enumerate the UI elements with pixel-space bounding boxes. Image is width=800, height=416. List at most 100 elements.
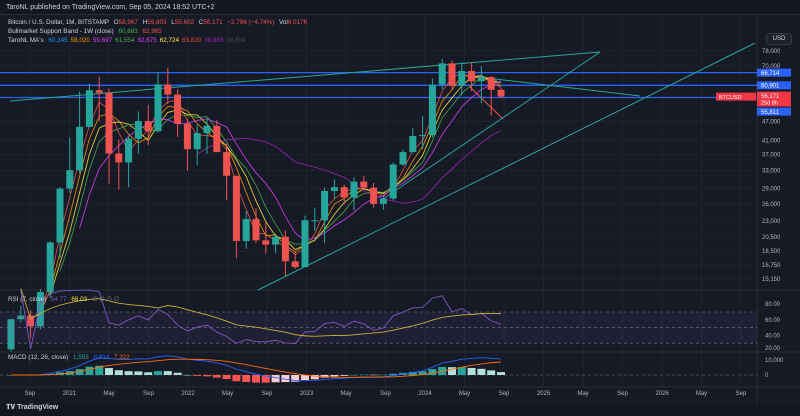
- moving-average-line: [79, 80, 502, 241]
- chart-area[interactable]: Sep 2021 May Sep 2022 May Sep 2023 May Sep 2024 May…: [0, 14, 800, 405]
- rsi-title: RSI (7, close): [8, 296, 47, 303]
- candle-body: [350, 181, 358, 198]
- signal-line: [10, 358, 502, 378]
- macd-histogram-bar: [105, 368, 113, 375]
- macd-histogram-bar: [428, 369, 437, 375]
- macd-histogram-bar: [203, 375, 211, 377]
- macd-histogram-bar: [114, 370, 123, 375]
- rsi-legend: RSI (7, close) 54.77 68.03 ∅ ∅ ∅ ∅: [8, 296, 122, 303]
- macd-histogram-bar: [232, 375, 241, 382]
- macd-histogram-bar: [7, 375, 15, 376]
- time-tick: May: [222, 391, 233, 397]
- price-tick: 23,000: [762, 219, 781, 225]
- macd-histogram-bar: [183, 374, 192, 376]
- candle-body: [144, 121, 152, 132]
- candle-body: [232, 175, 240, 242]
- candle-body: [379, 198, 387, 204]
- price-tick: 78,000: [762, 49, 781, 55]
- l-label: L: [171, 19, 175, 26]
- macd-histogram-bar: [359, 374, 368, 376]
- tradingview-logo[interactable]: 𝐓𝐕 TradingView: [6, 404, 58, 412]
- macd-histogram-bar: [242, 375, 251, 382]
- candle-body: [85, 90, 93, 127]
- candle-body: [419, 135, 427, 137]
- macd-histogram-bar: [193, 375, 202, 376]
- o-label: O: [113, 19, 119, 26]
- macd-hist-value: 1,593: [72, 354, 89, 361]
- rsi-tick: 60.00: [765, 318, 781, 324]
- macd-histogram-bar: [389, 373, 398, 375]
- macd-histogram-bar: [173, 372, 182, 375]
- candle-body: [448, 63, 456, 86]
- macd-histogram-bar: [457, 367, 466, 375]
- candle-body: [360, 181, 368, 188]
- ma-title: TaroNL MA's: [8, 37, 44, 44]
- candle-body: [66, 170, 74, 189]
- band-legend: Bullmarket Support Band - 1W (close) 60,…: [8, 28, 165, 35]
- macd-histogram-bar: [487, 370, 496, 375]
- trendline: [379, 51, 601, 202]
- trendline: [257, 42, 756, 291]
- currency-button[interactable]: USD: [766, 33, 792, 45]
- macd-histogram-bar: [369, 374, 378, 376]
- moving-average-line: [59, 76, 502, 272]
- macd-histogram-bar: [281, 375, 290, 383]
- h-label: H: [142, 19, 148, 26]
- ma-legend: TaroNL MA's 60,145 58,020 59,697 61,554 62,6…: [8, 37, 249, 44]
- candle-body: [46, 242, 54, 292]
- open-value: 58,967: [118, 19, 138, 26]
- time-tick: May: [696, 391, 707, 397]
- band-value-2: 62,965: [142, 28, 162, 35]
- publish-info: TaroNL published on TradingView.com, Sep…: [6, 4, 215, 11]
- candle-body: [183, 123, 191, 150]
- chart-canvas[interactable]: Sep 2021 May Sep 2022 May Sep 2023 May Sep 2024 May…: [0, 15, 800, 405]
- candle-body: [105, 92, 113, 154]
- time-tick: Sep: [380, 391, 391, 397]
- ma-value: 61,554: [115, 37, 135, 44]
- candle-body: [252, 219, 260, 241]
- candle-body: [291, 261, 299, 268]
- macd-tick: 0: [765, 373, 769, 379]
- rsi-ma-value: 68.03: [71, 296, 88, 303]
- candle-body: [36, 291, 44, 327]
- macd-histogram-bar: [134, 371, 143, 375]
- candle-body: [497, 89, 505, 97]
- time-tick: Sep: [143, 391, 154, 397]
- ma-value: 63,820: [181, 37, 202, 44]
- candle-body: [301, 220, 309, 268]
- last-price-label: [757, 91, 791, 107]
- candle-body: [262, 240, 270, 245]
- price-tick: 70,000: [762, 64, 781, 70]
- candle-body: [134, 121, 142, 139]
- candle-body: [330, 187, 338, 192]
- trendline: [9, 51, 601, 102]
- time-tick: Sep: [499, 391, 510, 397]
- time-tick: 2024: [418, 391, 432, 397]
- price-tick: 29,000: [762, 187, 781, 193]
- ma-value: 58,020: [70, 37, 90, 44]
- candle-body: [193, 133, 201, 150]
- rsi-empty-values: ∅ ∅ ∅ ∅: [91, 296, 120, 303]
- time-tick: 2022: [181, 391, 195, 397]
- time-tick: May: [577, 391, 588, 397]
- candle-body: [242, 219, 250, 242]
- macd-histogram-bar: [212, 375, 221, 378]
- level-label-text: 60,901: [761, 84, 780, 90]
- macd-histogram-bar: [75, 369, 84, 375]
- time-tick: 2023: [300, 391, 314, 397]
- candle-body: [56, 188, 64, 243]
- macd-title: MACD (12, 26, close): [8, 354, 69, 361]
- rsi-tick: 20.00: [765, 346, 781, 352]
- macd-histogram-bar: [301, 375, 309, 381]
- macd-tick: 10,000: [765, 358, 784, 364]
- candle-body: [281, 236, 289, 262]
- ma-value: 59,697: [92, 37, 113, 44]
- vol-label: Vol: [279, 19, 288, 26]
- rsi-line: [20, 289, 502, 349]
- candle-body: [428, 84, 436, 136]
- time-tick: Sep: [25, 391, 36, 397]
- price-tick: 37,000: [762, 153, 781, 159]
- macd-histogram-bar: [408, 371, 417, 375]
- macd-histogram-bar: [497, 372, 505, 375]
- symbol-title: Bitcoin / U.S. Dollar, 1M, BITSTAMP: [8, 19, 110, 26]
